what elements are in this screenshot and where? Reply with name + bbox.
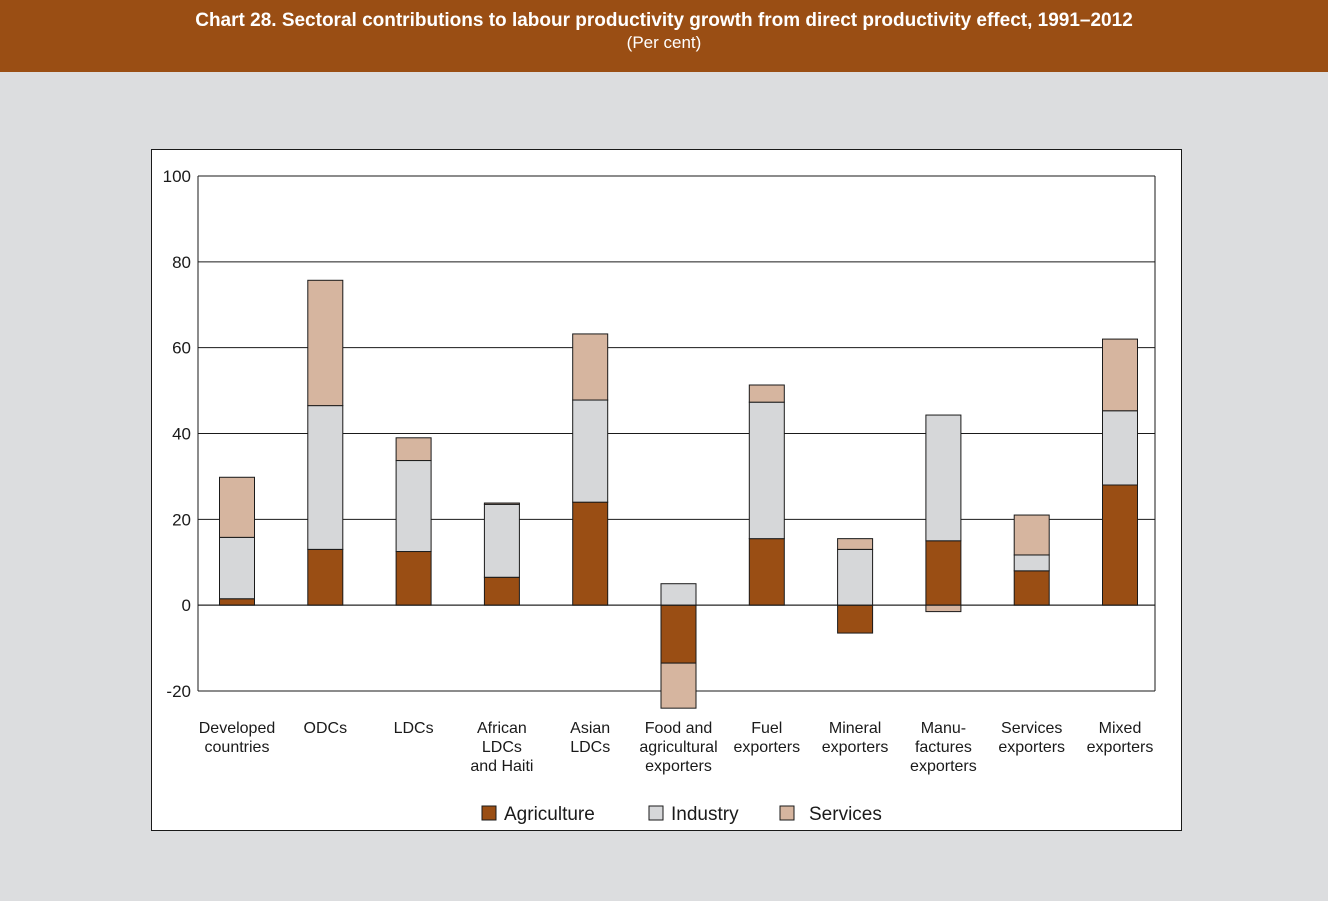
bar-agriculture-1 <box>307 548 344 606</box>
x-category-label-9: Services exporters <box>998 720 1065 756</box>
bar-agriculture-0 <box>219 598 255 606</box>
legend-label-agriculture: Agriculture <box>504 804 595 825</box>
x-category-label-6-line-0: Fuel <box>751 720 782 737</box>
x-category-label-8-line-1: factures <box>915 739 972 756</box>
bar-industry-6 <box>748 401 785 540</box>
bar-agriculture-9 <box>1013 570 1050 606</box>
bar-agriculture-5 <box>660 604 697 664</box>
bar-services-5 <box>660 662 697 709</box>
bar-services-2 <box>395 437 432 462</box>
bar-agriculture-6 <box>748 538 785 606</box>
x-category-label-0: Developed countries <box>199 720 276 756</box>
bar-services-7 <box>837 538 874 550</box>
y-tick-label-1: 0 <box>182 596 191 615</box>
chart-title-banner: Chart 28. Sectoral contributions to labo… <box>0 0 1328 72</box>
x-category-label-2-line-0: LDCs <box>394 720 434 737</box>
chart-subtitle: (Per cent) <box>626 33 702 52</box>
bar-industry-10 <box>1102 410 1138 486</box>
legend-swatch-agriculture <box>481 805 497 821</box>
bar-agriculture-7 <box>837 604 874 634</box>
x-category-label-10: Mixed exporters <box>1087 720 1154 756</box>
x-category-label-4-line-1: LDCs <box>570 739 610 756</box>
bar-services-3 <box>483 502 520 505</box>
x-category-label-5-line-1: agricultural <box>639 739 717 756</box>
bar-layer <box>219 279 1138 709</box>
bar-industry-3 <box>483 503 520 578</box>
y-tick-label-2: 20 <box>172 510 191 529</box>
bar-industry-9 <box>1013 554 1050 572</box>
legend-layer: Agriculture Industry Services <box>481 804 882 825</box>
bar-services-8 <box>925 604 962 613</box>
chart-title: Chart 28. Sectoral contributions to labo… <box>195 10 1133 31</box>
legend-label-industry: Industry <box>671 804 739 825</box>
bar-services-10 <box>1102 338 1138 412</box>
bar-services-6 <box>748 384 785 403</box>
x-category-label-5-line-0: Food and <box>645 720 713 737</box>
x-category-label-7: Mineral exporters <box>822 720 889 756</box>
bar-services-9 <box>1013 514 1050 556</box>
bar-agriculture-10 <box>1102 484 1138 606</box>
y-tick-label-4: 60 <box>172 339 191 358</box>
bar-industry-1 <box>307 405 344 550</box>
bar-services-1 <box>307 279 344 407</box>
bar-industry-8 <box>925 414 962 542</box>
x-category-label-10-line-1: exporters <box>1087 739 1154 756</box>
bar-agriculture-2 <box>395 551 432 606</box>
x-category-label-3-line-1: LDCs <box>482 739 522 756</box>
x-category-label-3: African LDCs and Haiti <box>470 720 533 775</box>
x-category-label-6-line-1: exporters <box>733 739 800 756</box>
x-category-label-8-line-2: exporters <box>910 758 977 775</box>
x-category-label-8-line-0: Manu- <box>921 720 966 737</box>
x-category-label-8: Manu-factures exporters <box>910 720 977 775</box>
bar-services-4 <box>572 333 609 401</box>
x-category-label-0-line-0: Developed <box>199 720 276 737</box>
x-category-label-5: Food and agricultural exporters <box>639 720 717 775</box>
bar-agriculture-8 <box>925 540 962 606</box>
x-category-label-7-line-1: exporters <box>822 739 889 756</box>
legend-label-services: Services <box>809 804 882 825</box>
legend-swatch-services <box>779 805 795 821</box>
x-category-label-0-line-1: countries <box>205 739 270 756</box>
x-category-label-9-line-1: exporters <box>998 739 1065 756</box>
bar-services-0 <box>219 476 255 538</box>
x-category-label-1-line-0: ODCs <box>304 720 348 737</box>
x-category-label-4: Asian LDCs <box>570 720 610 756</box>
legend-swatch-industry <box>648 805 664 821</box>
bar-agriculture-3 <box>483 576 520 606</box>
x-category-label-7-line-0: Mineral <box>829 720 881 737</box>
x-category-label-4-line-0: Asian <box>570 720 610 737</box>
y-tick-label-3: 40 <box>172 425 191 444</box>
x-category-label-10-line-0: Mixed <box>1099 720 1142 737</box>
bar-industry-7 <box>837 548 874 606</box>
x-category-label-5-line-2: exporters <box>645 758 712 775</box>
axis-layer <box>197 176 1156 691</box>
bar-industry-5 <box>660 583 697 606</box>
y-tick-label-0: -20 <box>166 682 191 701</box>
bar-industry-0 <box>219 536 255 600</box>
y-tick-label-5: 80 <box>172 253 191 272</box>
x-category-label-3-line-2: and Haiti <box>470 758 533 775</box>
bar-industry-4 <box>572 399 609 503</box>
bar-industry-2 <box>395 460 432 553</box>
bar-agriculture-4 <box>572 501 609 606</box>
label-layer: -20 0 20 40 60 80 100 Developed countries ODCs LDC… <box>163 167 1154 775</box>
x-category-label-6: Fuel exporters <box>733 720 800 756</box>
x-category-label-9-line-0: Services <box>1001 720 1062 737</box>
x-category-label-3-line-0: African <box>477 720 527 737</box>
x-category-label-1: ODCs <box>304 720 348 737</box>
y-tick-label-6: 100 <box>163 167 191 186</box>
x-category-label-2: LDCs <box>394 720 434 737</box>
